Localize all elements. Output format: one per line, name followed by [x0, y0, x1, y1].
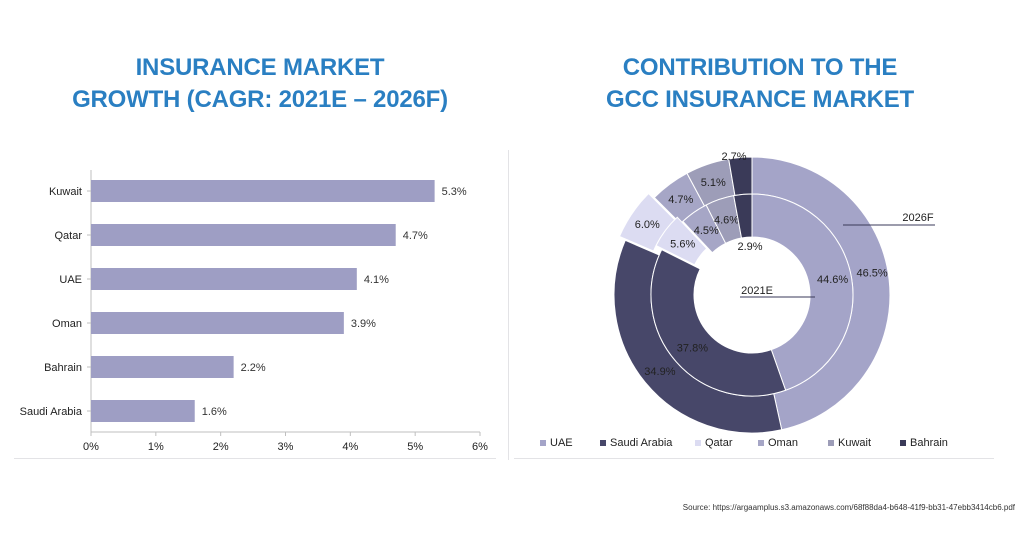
donut-chart: 46.5% 34.9% 6.0% 4.7% 5.1% 2.7% 44.6% 37.8% 5.6%… [540, 151, 948, 449]
bar-category-label: Oman [52, 318, 82, 330]
bar-value-label: 5.3% [442, 186, 467, 198]
donut-slice [733, 193, 753, 239]
bar-value-label: 2.2% [241, 362, 266, 374]
legend-label: Saudi Arabia [610, 437, 673, 449]
legend-swatch [828, 440, 834, 446]
donut-slice-label: 6.0% [635, 219, 660, 231]
bar-category-label: Bahrain [44, 362, 82, 374]
donut-slice-label: 5.1% [701, 177, 726, 189]
bar [91, 224, 396, 246]
donut-slice-label: 4.6% [714, 215, 739, 227]
bar-chart-title: INSURANCE MARKET GROWTH (CAGR: 2021E – 2… [20, 52, 500, 116]
donut-chart-title: CONTRIBUTION TO THE GCC INSURANCE MARKET [510, 52, 1010, 116]
bar-x-tick-label: 1% [148, 441, 164, 453]
donut-slice-label: 4.5% [694, 225, 719, 237]
bar-category-label: Qatar [54, 230, 82, 242]
donut-chart-title-line2: GCC INSURANCE MARKET [605, 86, 914, 113]
donut-slice-label: 5.6% [670, 238, 695, 250]
legend-label: Qatar [705, 437, 733, 449]
bar [91, 180, 435, 202]
donut-slice [655, 216, 708, 266]
legend-label: Bahrain [910, 437, 948, 449]
legend-swatch [695, 440, 701, 446]
legend-label: UAE [550, 437, 573, 449]
legend-label: Oman [768, 437, 798, 449]
donut-chart-title-line1: CONTRIBUTION TO THE [622, 54, 898, 81]
bar-chart: Kuwait 5.3% Qatar 4.7% UAE 4.1% Oman 3.9% Bahrai… [20, 170, 488, 453]
donut-slice [650, 249, 787, 397]
bar-x-tick-label: 6% [472, 441, 488, 453]
legend-swatch [540, 440, 546, 446]
bar-category-label: Kuwait [49, 186, 82, 198]
series-2021e-label: 2021E [741, 285, 773, 297]
donut-slice-label: 34.9% [644, 366, 675, 378]
panel-divider [508, 150, 509, 460]
legend-label: Kuwait [838, 437, 871, 449]
legend-swatch [600, 440, 606, 446]
bar-chart-title-line1: INSURANCE MARKET [135, 54, 385, 81]
bar-value-label: 3.9% [351, 318, 376, 330]
bar-chart-title-line2: GROWTH (CAGR: 2021E – 2026F) [72, 86, 448, 113]
bar-x-tick-label: 3% [278, 441, 294, 453]
bar-x-tick-label: 2% [213, 441, 229, 453]
source-note: Source: https://argaamplus.s3.amazonaws.… [682, 503, 1015, 512]
donut-slice [751, 193, 854, 391]
legend-swatch [758, 440, 764, 446]
donut-slice-label: 46.5% [856, 268, 887, 280]
donut-slice-label: 2.9% [737, 241, 762, 253]
bar-category-label: UAE [59, 274, 82, 286]
bar-value-label: 1.6% [202, 406, 227, 418]
donut-slice-label: 44.6% [817, 274, 848, 286]
legend-swatch [900, 440, 906, 446]
left-panel-bottom-rule [14, 458, 496, 459]
bar-x-tick-label: 4% [342, 441, 358, 453]
series-2026f-label: 2026F [902, 212, 933, 224]
right-panel-bottom-rule [514, 458, 994, 459]
bar-category-label: Saudi Arabia [20, 406, 83, 418]
bar [91, 312, 344, 334]
bar-x-tick-label: 0% [83, 441, 99, 453]
bar-value-label: 4.7% [403, 230, 428, 242]
donut-slice-label: 4.7% [668, 194, 693, 206]
bar [91, 268, 357, 290]
bar [91, 356, 234, 378]
donut-slice-label: 2.7% [721, 151, 746, 163]
bar-value-label: 4.1% [364, 274, 389, 286]
bar [91, 400, 195, 422]
bar-x-tick-label: 5% [407, 441, 423, 453]
donut-slice-label: 37.8% [677, 343, 708, 355]
